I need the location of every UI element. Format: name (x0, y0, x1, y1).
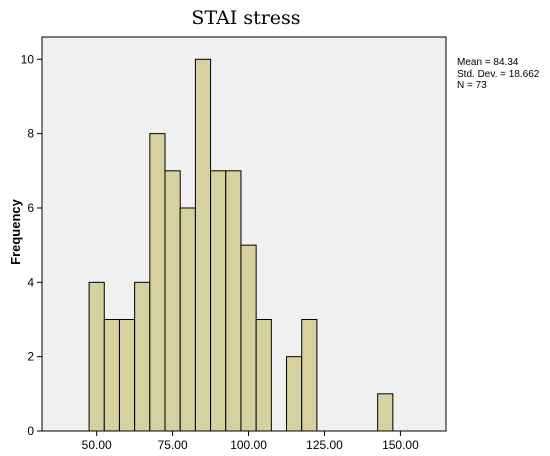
x-tick-label: 100.00 (230, 438, 267, 452)
histogram-bar (286, 356, 303, 432)
y-axis-label: Frequency (8, 198, 23, 265)
histogram-bar (134, 281, 151, 432)
y-tick-label: 0 (27, 424, 34, 438)
x-tick-label: 75.00 (158, 438, 188, 452)
x-tick-label: 150.00 (382, 438, 419, 452)
histogram-bar (210, 170, 227, 432)
histogram-bar (377, 393, 394, 432)
x-tick-label: 125.00 (306, 438, 343, 452)
x-tick-label: 50.00 (82, 438, 112, 452)
histogram-bar (149, 133, 166, 432)
chart-title: STAI stress (191, 7, 300, 29)
histogram-bar (301, 318, 318, 432)
stats-mean: Mean = 84.34 (457, 57, 519, 68)
histogram-bar (103, 318, 120, 432)
y-tick-label: 10 (21, 52, 35, 66)
histogram-bar (118, 318, 136, 432)
histogram-bars (88, 58, 394, 432)
y-tick-label: 6 (27, 201, 34, 215)
x-axis: 50.00 75.00 100.00 125.00 150.00 (82, 431, 419, 452)
y-tick-label: 2 (27, 350, 34, 364)
histogram-bar (194, 58, 212, 432)
histogram-bar (164, 170, 181, 432)
y-tick-label: 4 (27, 275, 34, 289)
histogram-bar (88, 281, 105, 432)
histogram-bar (240, 244, 257, 432)
histogram-bar (225, 170, 242, 432)
y-axis: 0 2 4 6 8 10 (21, 52, 42, 438)
stats-std-dev: Std. Dev. = 18.662 (457, 68, 540, 80)
stats-n: N = 73 (457, 80, 487, 91)
histogram-bar (255, 318, 272, 432)
histogram-bar (179, 207, 196, 432)
y-tick-label: 8 (27, 127, 34, 141)
stats-box: Mean = 84.34 Std. Dev. = 18.662 N = 73 (457, 57, 539, 92)
